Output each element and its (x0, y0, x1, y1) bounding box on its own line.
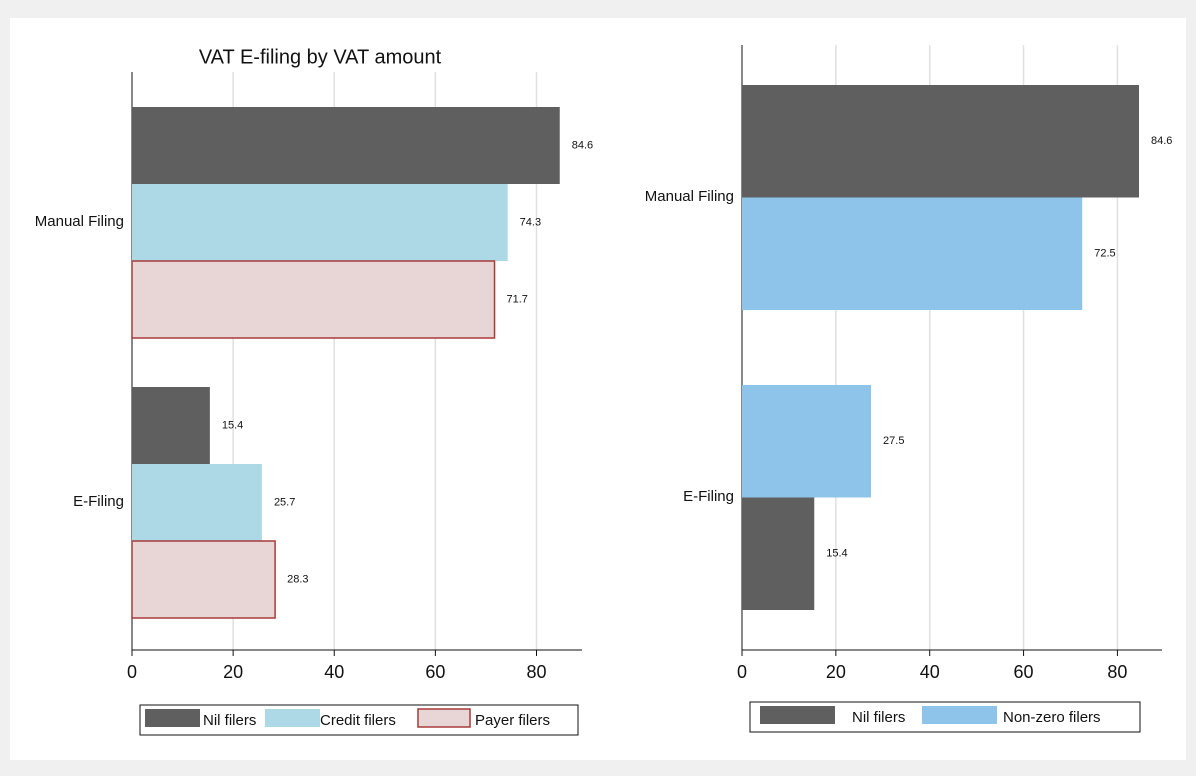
x-tick-label: 80 (526, 662, 546, 682)
bar (132, 107, 560, 184)
value-label: 71.7 (507, 293, 528, 305)
x-tick-label: 80 (1107, 662, 1127, 682)
value-label: 72.5 (1094, 248, 1115, 260)
chart-title: VAT E-filing by VAT amount (199, 46, 442, 68)
legend-swatch (417, 708, 471, 728)
x-tick-label: 40 (920, 662, 940, 682)
legend-swatch (265, 709, 320, 727)
x-tick-label: 40 (324, 662, 344, 682)
legend-label: Credit filers (320, 712, 396, 729)
value-label: 28.3 (287, 573, 308, 585)
bar (132, 184, 508, 261)
bar (742, 497, 815, 610)
bar (742, 85, 1140, 198)
value-label: 25.7 (274, 496, 295, 508)
value-label: 74.3 (520, 216, 541, 228)
legend-label: Nil filers (852, 709, 905, 726)
category-label: Manual Filing (35, 213, 124, 230)
legend-swatch (922, 706, 997, 724)
x-tick-label: 60 (425, 662, 445, 682)
category-label: E-Filing (73, 493, 124, 510)
x-tick-label: 20 (826, 662, 846, 682)
legend-swatch (760, 706, 835, 724)
x-tick-label: 20 (223, 662, 243, 682)
value-label: 27.5 (883, 435, 904, 447)
value-label: 15.4 (222, 419, 243, 431)
bar (742, 385, 872, 498)
category-label: E-Filing (683, 488, 734, 505)
bar (131, 540, 276, 619)
legend-label: Payer filers (475, 712, 550, 729)
legend-label: Non-zero filers (1003, 709, 1101, 726)
value-label: 84.6 (1151, 135, 1172, 147)
legend-box (139, 704, 579, 736)
legend-label: Nil filers (203, 712, 256, 729)
bar (132, 387, 210, 464)
x-tick-label: 0 (737, 662, 747, 682)
bar (131, 260, 496, 339)
legend-swatch (145, 709, 200, 727)
category-label: Manual Filing (645, 188, 734, 205)
bar (742, 197, 1083, 310)
value-label: 15.4 (826, 548, 847, 560)
x-tick-label: 0 (127, 662, 137, 682)
x-tick-label: 60 (1014, 662, 1034, 682)
bar (132, 464, 262, 541)
value-label: 84.6 (572, 139, 593, 151)
